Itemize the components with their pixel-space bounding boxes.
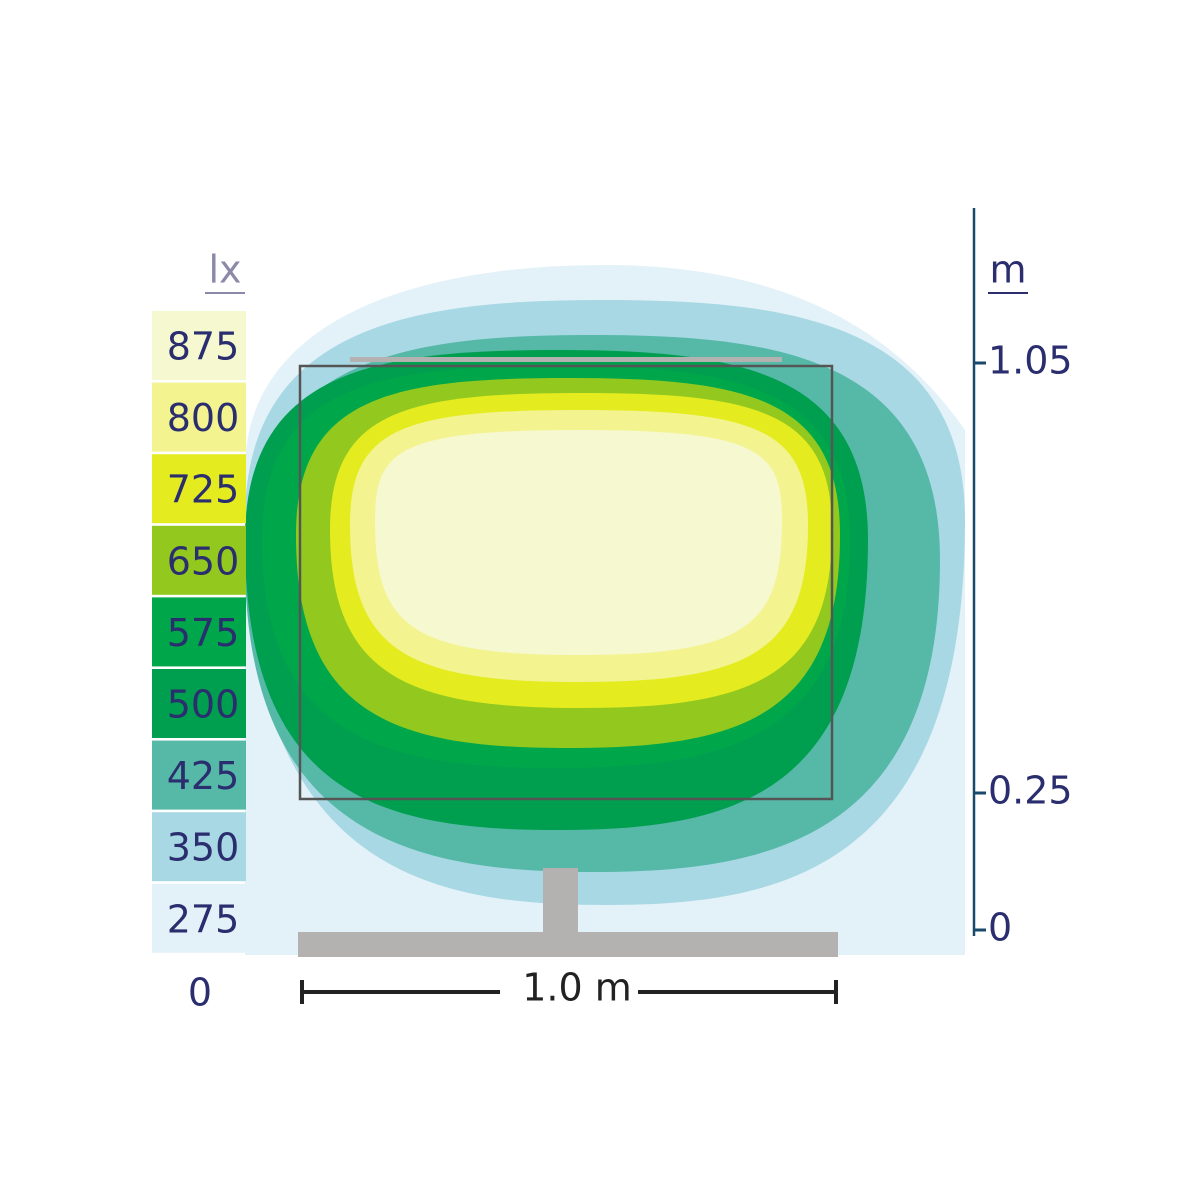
tick-label: 0 (988, 906, 1012, 950)
legend-label: 725 (167, 468, 240, 512)
legend-swatch (152, 597, 246, 667)
legend-label: 650 (167, 539, 240, 583)
ticks: 1.05 0.25 0 (974, 339, 1073, 950)
legend-swatch (152, 311, 246, 380)
axis-unit: m (989, 248, 1026, 292)
legend-label: 575 (167, 611, 240, 655)
floor-label: 0 (188, 971, 212, 1015)
stand-base (298, 932, 838, 957)
legend-label: 275 (167, 897, 240, 941)
contour (375, 430, 782, 655)
legend-label: 875 (167, 325, 240, 369)
tick-label: 0.25 (988, 769, 1073, 813)
contours (245, 265, 965, 955)
legend-swatch (152, 454, 246, 524)
stand-stem (543, 868, 578, 934)
legend-swatch (152, 382, 246, 452)
legend-unit: lx (208, 248, 241, 292)
tick-label: 1.05 (988, 339, 1073, 383)
legend-swatch (152, 525, 246, 595)
legend-swatch (152, 669, 246, 738)
legend-label: 425 (167, 754, 240, 798)
legend-label: 800 (167, 396, 240, 440)
legend-label: 500 (167, 683, 240, 727)
scale-label: 1.0 m (522, 966, 632, 1010)
legend-label: 350 (167, 826, 240, 870)
scale-label-bg (500, 968, 638, 1014)
legend-swatch (152, 812, 246, 882)
legend: 875 800 725 650 575 500 425 350 275 (152, 311, 246, 953)
work-area-frame (298, 364, 834, 801)
luminaire-top (350, 357, 782, 362)
legend-swatch (152, 883, 246, 953)
legend-swatch (152, 740, 246, 810)
